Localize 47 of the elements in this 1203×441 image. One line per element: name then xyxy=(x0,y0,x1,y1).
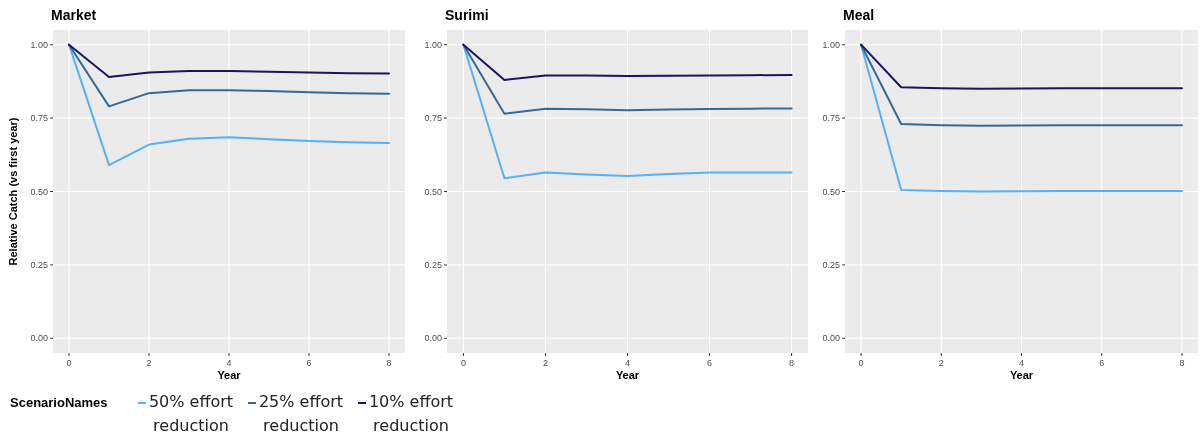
x-tick-label: 0 xyxy=(460,358,466,368)
line-series xyxy=(860,43,1183,193)
x-tick-label: 8 xyxy=(1179,358,1185,368)
x-tick-label: 4 xyxy=(624,358,631,368)
y-tick-label: 0.00 xyxy=(424,333,442,344)
x-tick-label: 6 xyxy=(306,358,312,368)
x-axis-title: Year xyxy=(217,369,242,381)
x-tick-label: 0 xyxy=(858,358,864,368)
x-tick-label: 8 xyxy=(789,358,795,368)
y-tick-label: 0.00 xyxy=(822,333,840,344)
line-series xyxy=(860,43,1183,90)
y-tick-label: 0.50 xyxy=(30,186,48,197)
line-series xyxy=(462,43,793,115)
legend-label: 50% effort reduction xyxy=(148,392,234,435)
line-series xyxy=(68,43,390,108)
x-tick-label: 4 xyxy=(226,358,232,368)
y-tick-label: 0.75 xyxy=(822,113,840,124)
chart-title: Meal xyxy=(843,7,875,23)
x-tick-label: 0 xyxy=(66,358,72,368)
x-tick-label: 2 xyxy=(542,358,548,368)
y-tick-label: 0.50 xyxy=(822,186,840,197)
y-tick-label: 1.00 xyxy=(822,39,840,50)
line-series xyxy=(462,43,793,81)
y-tick-label: 1.00 xyxy=(30,39,48,50)
y-tick-label: 0.00 xyxy=(30,333,48,344)
x-tick-label: 2 xyxy=(938,358,944,368)
legend-title: ScenarioNames xyxy=(10,395,108,410)
y-tick-label: 0.25 xyxy=(30,259,48,270)
y-tick-label: 0.25 xyxy=(424,259,442,270)
chart-title: Surimi xyxy=(445,7,489,23)
y-tick-label: 0.75 xyxy=(424,113,442,124)
line-series xyxy=(68,43,390,78)
x-tick-label: 6 xyxy=(707,358,713,368)
legend-label: 10% effort reduction xyxy=(368,392,454,435)
x-axis-title: Year xyxy=(615,369,640,381)
y-tick-label: 0.50 xyxy=(424,186,442,197)
y-tick-label: 0.25 xyxy=(822,259,840,270)
x-tick-label: 4 xyxy=(1018,358,1025,368)
x-axis-title: Year xyxy=(1009,369,1034,381)
x-tick-label: 6 xyxy=(1099,358,1105,368)
y-tick-label: 1.00 xyxy=(424,39,442,50)
y-axis-title: Relative Catch (vs first year) xyxy=(7,117,19,266)
y-tick-label: 0.75 xyxy=(30,113,48,124)
x-tick-label: 2 xyxy=(146,358,152,368)
chart-title: Market xyxy=(51,7,97,23)
legend-label: 25% effort reduction xyxy=(258,392,344,435)
x-tick-label: 8 xyxy=(386,358,392,368)
